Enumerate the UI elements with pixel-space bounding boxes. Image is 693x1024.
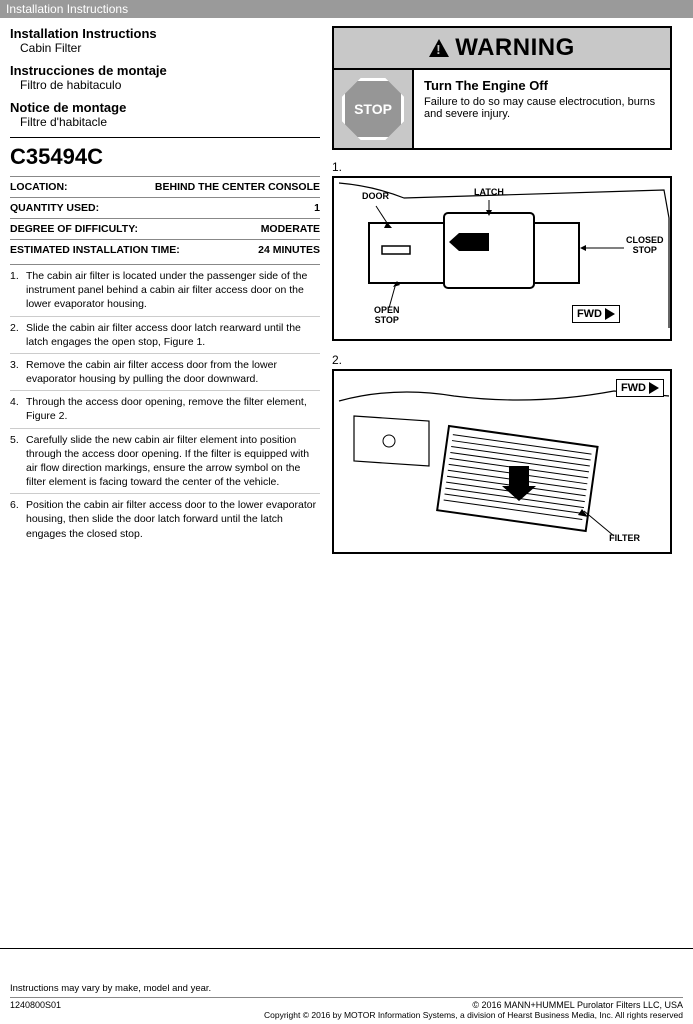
part-number: C35494C bbox=[10, 137, 320, 170]
fig1-label-door: DOOR bbox=[362, 192, 389, 202]
warning-body: STOP Turn The Engine Off Failure to do s… bbox=[334, 70, 670, 148]
spec-table: LOCATION: BEHIND THE CENTER CONSOLE QUAN… bbox=[10, 176, 320, 260]
title-en-main: Installation Instructions bbox=[10, 26, 320, 41]
title-en: Installation Instructions Cabin Filter bbox=[10, 26, 320, 55]
step-text: Remove the cabin air filter access door … bbox=[26, 358, 320, 386]
step-num: 5. bbox=[10, 433, 26, 490]
step: 4.Through the access door opening, remov… bbox=[10, 391, 320, 428]
title-es: Instrucciones de montaje Filtro de habit… bbox=[10, 63, 320, 92]
header-bar: Installation Instructions bbox=[0, 0, 693, 18]
step: 6.Position the cabin air filter access d… bbox=[10, 494, 320, 545]
step: 3.Remove the cabin air filter access doo… bbox=[10, 354, 320, 391]
warning-text: Turn The Engine Off Failure to do so may… bbox=[414, 70, 670, 148]
fwd-arrow-icon bbox=[605, 308, 615, 320]
fig1-label-closed-stop: CLOSED STOP bbox=[626, 236, 664, 256]
figure-1-num: 1. bbox=[332, 160, 672, 174]
spec-value: 1 bbox=[314, 202, 320, 214]
stop-sign-icon: STOP bbox=[342, 78, 404, 140]
step-num: 3. bbox=[10, 358, 26, 386]
steps-list: 1.The cabin air filter is located under … bbox=[10, 264, 320, 545]
spec-label: DEGREE OF DIFFICULTY: bbox=[10, 223, 138, 235]
spec-value: BEHIND THE CENTER CONSOLE bbox=[155, 181, 320, 193]
warning-text-title: Turn The Engine Off bbox=[424, 78, 660, 93]
step-text: Through the access door opening, remove … bbox=[26, 395, 320, 423]
fig2-fwd-box: FWD bbox=[616, 379, 664, 397]
stop-cell: STOP bbox=[334, 70, 414, 148]
step-text: Carefully slide the new cabin air filter… bbox=[26, 433, 320, 490]
footer-doc-id: 1240800S01 bbox=[10, 1000, 61, 1010]
fwd-arrow-icon bbox=[649, 382, 659, 394]
footer-top: 1240800S01 © 2016 MANN+HUMMEL Purolator … bbox=[10, 997, 683, 1010]
fig1-label-open-stop: OPEN STOP bbox=[374, 306, 400, 326]
figure-2: 2. bbox=[332, 353, 672, 554]
title-fr-main: Notice de montage bbox=[10, 100, 320, 115]
left-column: Installation Instructions Cabin Filter I… bbox=[10, 26, 320, 566]
footer-copyright2: Copyright © 2016 by MOTOR Information Sy… bbox=[10, 1010, 683, 1020]
warning-text-body: Failure to do so may cause electrocution… bbox=[424, 96, 660, 120]
main-content: Installation Instructions Cabin Filter I… bbox=[0, 18, 693, 566]
warning-title: WARNING bbox=[455, 34, 575, 62]
title-es-sub: Filtro de habitaculo bbox=[10, 78, 320, 92]
spec-value: MODERATE bbox=[261, 223, 320, 235]
figure-2-box: FWD FILTER bbox=[332, 369, 672, 554]
step-text: Slide the cabin air filter access door l… bbox=[26, 321, 320, 349]
fig2-label-filter: FILTER bbox=[609, 534, 640, 544]
step: 2.Slide the cabin air filter access door… bbox=[10, 317, 320, 354]
right-column: WARNING STOP Turn The Engine Off Failure… bbox=[332, 26, 672, 566]
figure-1: 1. bbox=[332, 160, 672, 341]
warning-box: WARNING STOP Turn The Engine Off Failure… bbox=[332, 26, 672, 150]
title-es-main: Instrucciones de montaje bbox=[10, 63, 320, 78]
figure-2-svg bbox=[334, 371, 674, 556]
figure-1-box: DOOR LATCH CLOSED STOP OPEN STOP FWD bbox=[332, 176, 672, 341]
spec-label: ESTIMATED INSTALLATION TIME: bbox=[10, 244, 180, 256]
spec-label: QUANTITY USED: bbox=[10, 202, 99, 214]
spec-row: DEGREE OF DIFFICULTY: MODERATE bbox=[10, 218, 320, 239]
warning-header: WARNING bbox=[334, 28, 670, 70]
spec-label: LOCATION: bbox=[10, 181, 68, 193]
title-en-sub: Cabin Filter bbox=[10, 41, 320, 55]
step-text: The cabin air filter is located under th… bbox=[26, 269, 320, 312]
fig2-fwd-label: FWD bbox=[621, 382, 646, 394]
spec-row: QUANTITY USED: 1 bbox=[10, 197, 320, 218]
title-fr-sub: Filtre d'habitacle bbox=[10, 115, 320, 129]
fig1-fwd-box: FWD bbox=[572, 305, 620, 323]
step-num: 6. bbox=[10, 498, 26, 541]
spec-row: LOCATION: BEHIND THE CENTER CONSOLE bbox=[10, 176, 320, 197]
step-num: 1. bbox=[10, 269, 26, 312]
fig1-label-latch: LATCH bbox=[474, 188, 504, 198]
step: 1.The cabin air filter is located under … bbox=[10, 265, 320, 317]
step-text: Position the cabin air filter access doo… bbox=[26, 498, 320, 541]
title-fr: Notice de montage Filtre d'habitacle bbox=[10, 100, 320, 129]
spec-value: 24 MINUTES bbox=[258, 244, 320, 256]
step-num: 4. bbox=[10, 395, 26, 423]
warning-triangle-icon bbox=[429, 39, 449, 57]
footer-copyright1: © 2016 MANN+HUMMEL Purolator Filters LLC… bbox=[472, 1000, 683, 1010]
step: 5.Carefully slide the new cabin air filt… bbox=[10, 429, 320, 495]
spec-row: ESTIMATED INSTALLATION TIME: 24 MINUTES bbox=[10, 239, 320, 260]
step-num: 2. bbox=[10, 321, 26, 349]
figure-2-num: 2. bbox=[332, 353, 672, 367]
footer: 1240800S01 © 2016 MANN+HUMMEL Purolator … bbox=[0, 948, 693, 1024]
fig1-fwd-label: FWD bbox=[577, 308, 602, 320]
